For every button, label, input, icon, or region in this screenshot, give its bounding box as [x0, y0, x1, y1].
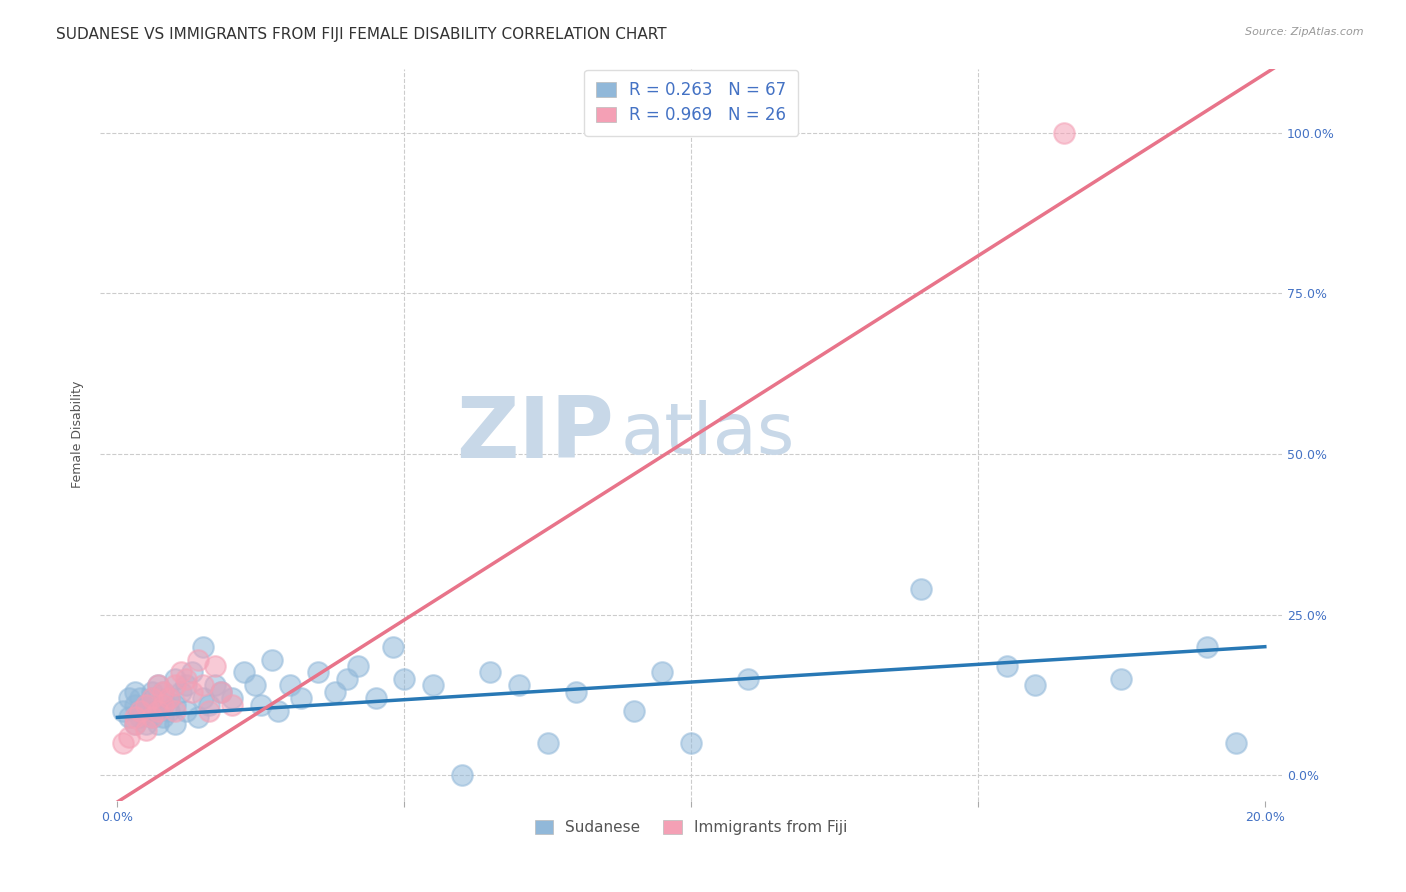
- Point: [152, 698, 174, 712]
- Point: [232, 665, 254, 680]
- Point: [651, 665, 673, 680]
- Point: [290, 691, 312, 706]
- Point: [262, 652, 284, 666]
- Point: [112, 704, 135, 718]
- Point: [209, 684, 232, 698]
- Point: [163, 678, 186, 692]
- Point: [198, 698, 221, 712]
- Point: [146, 678, 169, 692]
- Point: [278, 678, 301, 692]
- Point: [146, 716, 169, 731]
- Point: [174, 704, 197, 718]
- Point: [174, 672, 197, 686]
- Y-axis label: Female Disability: Female Disability: [72, 381, 84, 489]
- Point: [623, 704, 645, 718]
- Point: [193, 640, 215, 654]
- Point: [204, 659, 226, 673]
- Point: [118, 691, 141, 706]
- Text: SUDANESE VS IMMIGRANTS FROM FIJI FEMALE DISABILITY CORRELATION CHART: SUDANESE VS IMMIGRANTS FROM FIJI FEMALE …: [56, 27, 666, 42]
- Point: [565, 684, 588, 698]
- Point: [124, 684, 146, 698]
- Point: [336, 672, 359, 686]
- Point: [307, 665, 329, 680]
- Legend: Sudanese, Immigrants from Fiji: Sudanese, Immigrants from Fiji: [526, 811, 856, 845]
- Point: [135, 716, 157, 731]
- Point: [169, 684, 191, 698]
- Point: [193, 678, 215, 692]
- Point: [204, 678, 226, 692]
- Point: [129, 704, 152, 718]
- Point: [381, 640, 404, 654]
- Point: [209, 684, 232, 698]
- Point: [146, 678, 169, 692]
- Point: [1053, 126, 1076, 140]
- Point: [141, 710, 163, 724]
- Point: [118, 710, 141, 724]
- Point: [124, 698, 146, 712]
- Point: [221, 691, 243, 706]
- Point: [910, 582, 932, 596]
- Point: [141, 691, 163, 706]
- Point: [250, 698, 273, 712]
- Point: [157, 704, 180, 718]
- Point: [737, 672, 759, 686]
- Point: [124, 710, 146, 724]
- Point: [394, 672, 416, 686]
- Point: [508, 678, 530, 692]
- Point: [187, 652, 209, 666]
- Point: [135, 723, 157, 738]
- Point: [187, 710, 209, 724]
- Point: [129, 691, 152, 706]
- Point: [1197, 640, 1219, 654]
- Point: [243, 678, 266, 692]
- Point: [141, 684, 163, 698]
- Point: [198, 704, 221, 718]
- Point: [135, 704, 157, 718]
- Point: [118, 730, 141, 744]
- Point: [193, 691, 215, 706]
- Point: [181, 665, 204, 680]
- Point: [174, 678, 197, 692]
- Point: [169, 665, 191, 680]
- Point: [364, 691, 387, 706]
- Point: [141, 691, 163, 706]
- Point: [422, 678, 444, 692]
- Point: [152, 698, 174, 712]
- Point: [152, 684, 174, 698]
- Point: [124, 716, 146, 731]
- Point: [152, 710, 174, 724]
- Point: [152, 684, 174, 698]
- Point: [1024, 678, 1046, 692]
- Text: atlas: atlas: [620, 401, 794, 469]
- Point: [1225, 736, 1247, 750]
- Point: [181, 684, 204, 698]
- Point: [537, 736, 560, 750]
- Point: [112, 736, 135, 750]
- Point: [163, 672, 186, 686]
- Point: [163, 716, 186, 731]
- Point: [157, 691, 180, 706]
- Point: [135, 698, 157, 712]
- Point: [347, 659, 370, 673]
- Point: [124, 716, 146, 731]
- Text: ZIP: ZIP: [457, 393, 614, 476]
- Point: [450, 768, 472, 782]
- Point: [146, 704, 169, 718]
- Point: [1111, 672, 1133, 686]
- Point: [163, 698, 186, 712]
- Point: [157, 691, 180, 706]
- Point: [325, 684, 347, 698]
- Point: [146, 704, 169, 718]
- Point: [221, 698, 243, 712]
- Point: [163, 704, 186, 718]
- Point: [141, 710, 163, 724]
- Point: [267, 704, 290, 718]
- Point: [129, 704, 152, 718]
- Text: Source: ZipAtlas.com: Source: ZipAtlas.com: [1246, 27, 1364, 37]
- Point: [135, 698, 157, 712]
- Point: [995, 659, 1018, 673]
- Point: [129, 710, 152, 724]
- Point: [681, 736, 703, 750]
- Point: [479, 665, 502, 680]
